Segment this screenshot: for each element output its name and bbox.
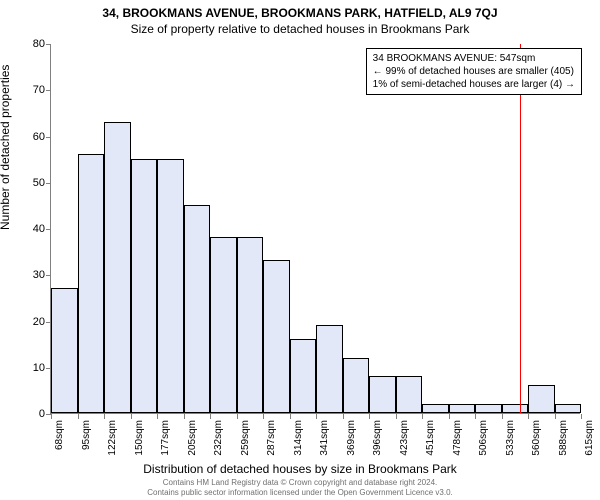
x-tick-label: 287sqm <box>266 420 277 456</box>
x-axis-label: Distribution of detached houses by size … <box>0 462 600 476</box>
x-tick-mark <box>581 414 582 419</box>
y-tick-label: 30 <box>15 269 45 281</box>
histogram-bar <box>422 404 449 413</box>
x-tick-mark <box>157 414 158 419</box>
x-tick-label: 259sqm <box>240 420 251 456</box>
x-tick-mark <box>369 414 370 419</box>
histogram-bar <box>502 404 529 413</box>
x-tick-mark <box>51 414 52 419</box>
x-tick-mark <box>184 414 185 419</box>
x-tick-label: 150sqm <box>134 420 145 456</box>
histogram-bar <box>78 154 105 413</box>
x-tick-mark <box>396 414 397 419</box>
x-tick-mark <box>104 414 105 419</box>
histogram-bar <box>184 205 211 413</box>
y-tick-label: 0 <box>15 408 45 420</box>
histogram-bar <box>555 404 582 413</box>
histogram-bar <box>263 260 290 413</box>
x-tick-label: 396sqm <box>372 420 383 456</box>
histogram-bar <box>131 159 158 413</box>
y-tick-label: 20 <box>15 316 45 328</box>
histogram-bar <box>396 376 423 413</box>
histogram-bar <box>290 339 317 413</box>
x-tick-label: 615sqm <box>584 420 595 456</box>
callout-line-1: 34 BROOKMANS AVENUE: 547sqm <box>373 52 575 65</box>
x-tick-mark <box>237 414 238 419</box>
histogram-bar <box>51 288 78 413</box>
marker-line <box>520 44 521 413</box>
y-tick-mark <box>46 229 51 230</box>
x-tick-label: 177sqm <box>160 420 171 456</box>
y-tick-mark <box>46 275 51 276</box>
y-tick-mark <box>46 90 51 91</box>
x-tick-label: 205sqm <box>187 420 198 456</box>
y-tick-mark <box>46 137 51 138</box>
histogram-bar <box>210 237 237 413</box>
footer-line-2: Contains public sector information licen… <box>147 488 453 497</box>
callout-box: 34 BROOKMANS AVENUE: 547sqm ← 99% of det… <box>366 48 582 95</box>
chart-container: 0102030405060708068sqm95sqm122sqm150sqm1… <box>50 44 580 414</box>
histogram-bar <box>449 404 476 413</box>
y-tick-label: 60 <box>15 131 45 143</box>
x-tick-label: 314sqm <box>293 420 304 456</box>
footer-attribution: Contains HM Land Registry data © Crown c… <box>0 478 600 497</box>
x-tick-label: 533sqm <box>505 420 516 456</box>
x-tick-label: 341sqm <box>319 420 330 456</box>
histogram-bar <box>528 385 555 413</box>
x-tick-mark <box>343 414 344 419</box>
histogram-bar <box>343 358 370 414</box>
histogram-bar <box>157 159 184 413</box>
page-title: 34, BROOKMANS AVENUE, BROOKMANS PARK, HA… <box>0 0 600 22</box>
y-tick-mark <box>46 183 51 184</box>
subtitle: Size of property relative to detached ho… <box>0 22 600 40</box>
x-tick-mark <box>316 414 317 419</box>
x-tick-mark <box>449 414 450 419</box>
x-tick-mark <box>210 414 211 419</box>
x-tick-mark <box>131 414 132 419</box>
y-tick-label: 80 <box>15 38 45 50</box>
x-tick-label: 122sqm <box>107 420 118 456</box>
y-tick-label: 40 <box>15 223 45 235</box>
x-tick-label: 588sqm <box>558 420 569 456</box>
y-tick-label: 70 <box>15 84 45 96</box>
x-tick-mark <box>422 414 423 419</box>
x-tick-label: 478sqm <box>452 420 463 456</box>
y-tick-label: 50 <box>15 177 45 189</box>
x-tick-label: 369sqm <box>346 420 357 456</box>
plot-area: 0102030405060708068sqm95sqm122sqm150sqm1… <box>50 44 580 414</box>
histogram-bar <box>369 376 396 413</box>
x-tick-mark <box>528 414 529 419</box>
callout-line-2: ← 99% of detached houses are smaller (40… <box>373 65 575 78</box>
y-tick-label: 10 <box>15 362 45 374</box>
histogram-bar <box>316 325 343 413</box>
histogram-bar <box>104 122 131 413</box>
x-tick-mark <box>502 414 503 419</box>
histogram-bar <box>237 237 264 413</box>
x-tick-label: 451sqm <box>425 420 436 456</box>
y-axis-label: Number of detached properties <box>0 65 12 230</box>
x-tick-label: 232sqm <box>213 420 224 456</box>
x-tick-label: 560sqm <box>531 420 542 456</box>
x-tick-label: 423sqm <box>399 420 410 456</box>
x-tick-mark <box>263 414 264 419</box>
x-tick-mark <box>290 414 291 419</box>
footer-line-1: Contains HM Land Registry data © Crown c… <box>163 478 438 487</box>
histogram-bar <box>475 404 502 413</box>
x-tick-label: 506sqm <box>478 420 489 456</box>
x-tick-label: 68sqm <box>54 420 65 450</box>
x-tick-mark <box>475 414 476 419</box>
callout-line-3: 1% of semi-detached houses are larger (4… <box>373 78 575 91</box>
x-tick-mark <box>555 414 556 419</box>
x-tick-label: 95sqm <box>81 420 92 450</box>
x-tick-mark <box>78 414 79 419</box>
y-tick-mark <box>46 44 51 45</box>
